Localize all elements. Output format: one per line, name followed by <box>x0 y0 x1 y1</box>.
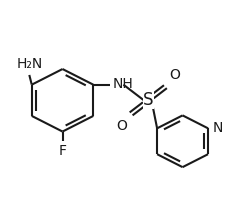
Text: S: S <box>143 91 154 109</box>
Text: NH: NH <box>113 77 134 91</box>
Text: H₂N: H₂N <box>16 57 42 71</box>
Text: O: O <box>116 119 127 133</box>
Text: F: F <box>58 145 66 158</box>
Text: O: O <box>170 68 180 82</box>
Text: N: N <box>212 121 223 135</box>
